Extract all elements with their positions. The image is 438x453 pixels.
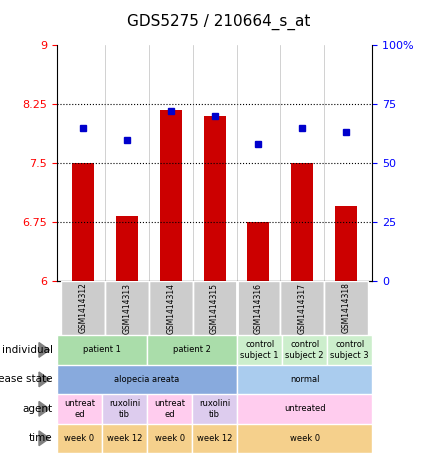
Bar <box>291 163 313 281</box>
Bar <box>160 110 182 281</box>
Bar <box>204 116 226 281</box>
Text: GSM1414315: GSM1414315 <box>210 283 219 333</box>
Text: ruxolini
tib: ruxolini tib <box>109 399 140 419</box>
FancyBboxPatch shape <box>192 424 237 453</box>
Text: GSM1414314: GSM1414314 <box>166 283 175 333</box>
Text: week 12: week 12 <box>197 434 232 443</box>
FancyBboxPatch shape <box>237 394 372 424</box>
Text: GSM1414312: GSM1414312 <box>79 283 88 333</box>
FancyBboxPatch shape <box>237 365 372 394</box>
Polygon shape <box>39 372 49 387</box>
FancyBboxPatch shape <box>57 424 102 453</box>
Polygon shape <box>39 401 49 416</box>
Bar <box>247 222 269 281</box>
Text: control
subject 3: control subject 3 <box>330 340 369 360</box>
Text: patient 1: patient 1 <box>83 346 121 354</box>
FancyBboxPatch shape <box>280 281 324 335</box>
FancyBboxPatch shape <box>193 281 237 335</box>
Text: untreat
ed: untreat ed <box>64 399 95 419</box>
Text: GSM1414316: GSM1414316 <box>254 283 263 333</box>
FancyBboxPatch shape <box>149 281 193 335</box>
Polygon shape <box>39 431 49 446</box>
FancyBboxPatch shape <box>147 335 237 365</box>
Bar <box>72 163 94 281</box>
Text: control
subject 1: control subject 1 <box>240 340 279 360</box>
FancyBboxPatch shape <box>327 335 372 365</box>
Text: alopecia areata: alopecia areata <box>114 375 180 384</box>
Text: untreat
ed: untreat ed <box>154 399 185 419</box>
FancyBboxPatch shape <box>147 394 192 424</box>
FancyBboxPatch shape <box>237 281 280 335</box>
FancyBboxPatch shape <box>57 335 147 365</box>
Text: week 0: week 0 <box>155 434 185 443</box>
Text: normal: normal <box>290 375 319 384</box>
Text: time: time <box>29 433 53 443</box>
Text: patient 2: patient 2 <box>173 346 211 354</box>
Text: week 0: week 0 <box>64 434 95 443</box>
FancyBboxPatch shape <box>57 365 237 394</box>
Text: GSM1414318: GSM1414318 <box>342 283 350 333</box>
FancyBboxPatch shape <box>102 394 147 424</box>
Text: ruxolini
tib: ruxolini tib <box>199 399 230 419</box>
Text: individual: individual <box>2 345 53 355</box>
FancyBboxPatch shape <box>237 424 372 453</box>
Bar <box>335 206 357 281</box>
Text: agent: agent <box>22 404 53 414</box>
Text: control
subject 2: control subject 2 <box>286 340 324 360</box>
Text: GSM1414317: GSM1414317 <box>298 283 307 333</box>
Text: untreated: untreated <box>284 405 325 413</box>
FancyBboxPatch shape <box>282 335 327 365</box>
Text: week 12: week 12 <box>107 434 142 443</box>
Text: week 0: week 0 <box>290 434 320 443</box>
FancyBboxPatch shape <box>61 281 105 335</box>
FancyBboxPatch shape <box>147 424 192 453</box>
FancyBboxPatch shape <box>324 281 368 335</box>
FancyBboxPatch shape <box>57 394 102 424</box>
FancyBboxPatch shape <box>237 335 282 365</box>
FancyBboxPatch shape <box>192 394 237 424</box>
FancyBboxPatch shape <box>102 424 147 453</box>
Bar <box>116 217 138 281</box>
Polygon shape <box>39 342 49 357</box>
Text: GDS5275 / 210664_s_at: GDS5275 / 210664_s_at <box>127 14 311 30</box>
Text: disease state: disease state <box>0 374 53 385</box>
Text: GSM1414313: GSM1414313 <box>123 283 131 333</box>
FancyBboxPatch shape <box>105 281 149 335</box>
